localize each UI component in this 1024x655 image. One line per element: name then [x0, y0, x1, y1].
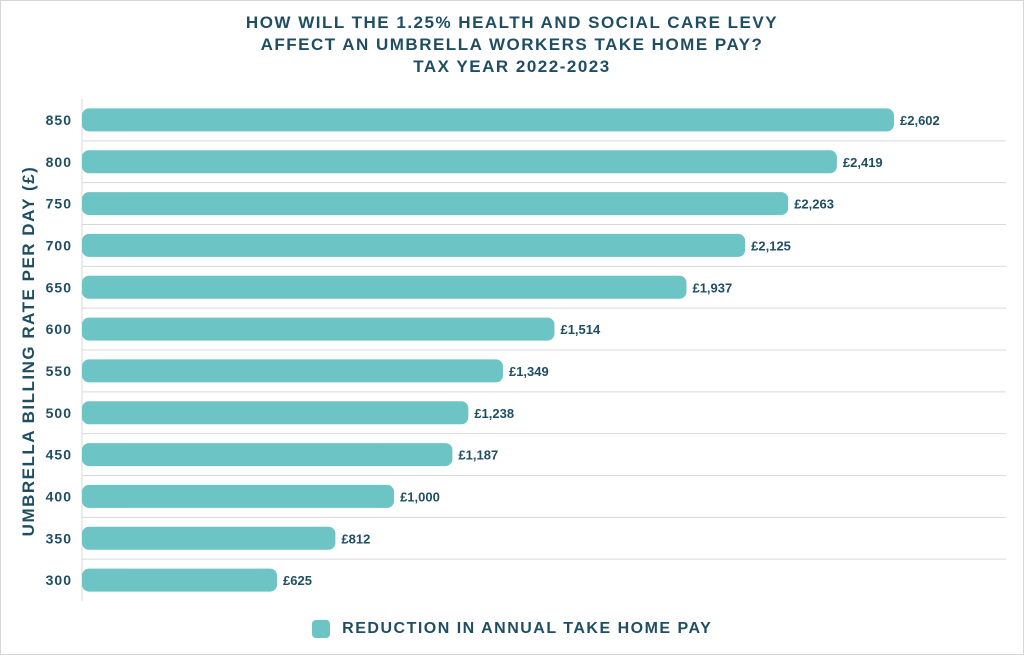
bar-350: [82, 526, 336, 550]
data-label-850: £2,602: [900, 113, 940, 128]
bar-550: [82, 359, 503, 383]
bar-450: [82, 443, 453, 467]
bar-400: [82, 484, 395, 508]
legend-label: REDUCTION IN ANNUAL TAKE HOME PAY: [342, 620, 713, 637]
data-label-400: £1,000: [400, 489, 440, 504]
data-label-450: £1,187: [458, 448, 498, 463]
chart-title: HOW WILL THE 1.25% HEALTH AND SOCIAL CAR…: [0, 12, 1024, 78]
bar-300: [82, 568, 278, 592]
y-tick-label-350: 350: [46, 530, 72, 546]
y-tick-label-550: 550: [46, 363, 72, 379]
chart-title-line-2: AFFECT AN UMBRELLA WORKERS TAKE HOME PAY…: [260, 35, 764, 54]
bar-650: [82, 275, 687, 299]
data-label-700: £2,125: [751, 238, 791, 253]
legend: REDUCTION IN ANNUAL TAKE HOME PAY: [0, 620, 1024, 638]
y-tick-label-700: 700: [46, 237, 72, 253]
y-tick-label-450: 450: [46, 447, 72, 463]
y-tick-label-500: 500: [46, 405, 72, 421]
y-tick-label-850: 850: [46, 112, 72, 128]
bar-500: [82, 401, 469, 425]
y-tick-label-300: 300: [46, 572, 72, 588]
data-label-650: £1,937: [692, 280, 732, 295]
legend-swatch: [311, 620, 330, 638]
data-label-500: £1,238: [474, 406, 514, 421]
data-label-750: £2,263: [794, 197, 834, 212]
y-tick-labels: 850 800 750 700 650 600 550 500 450 400 350 300: [46, 112, 72, 588]
y-tick-label-750: 750: [46, 196, 72, 212]
data-label-350: £812: [341, 531, 370, 546]
y-tick-label-800: 800: [46, 154, 72, 170]
data-label-300: £625: [283, 573, 312, 588]
y-tick-label-650: 650: [46, 279, 72, 295]
y-tick-label-400: 400: [46, 488, 72, 504]
chart-title-line-1: HOW WILL THE 1.25% HEALTH AND SOCIAL CAR…: [245, 13, 779, 32]
bar-600: [82, 317, 555, 341]
bar-850: [82, 108, 894, 132]
data-label-600: £1,514: [560, 322, 601, 337]
bar-750: [82, 192, 789, 216]
grid-lines: [81, 99, 1006, 601]
chart-title-line-3: TAX YEAR 2022-2023: [413, 57, 611, 76]
y-tick-label-600: 600: [46, 321, 72, 337]
data-label-550: £1,349: [509, 364, 549, 379]
bar-800: [82, 150, 837, 174]
bar-700: [82, 233, 746, 257]
data-labels: £2,602 £2,419 £2,263 £2,125 £1,937 £1,514 £1,3…: [283, 113, 940, 588]
data-label-800: £2,419: [843, 155, 883, 170]
bars: [82, 108, 894, 592]
